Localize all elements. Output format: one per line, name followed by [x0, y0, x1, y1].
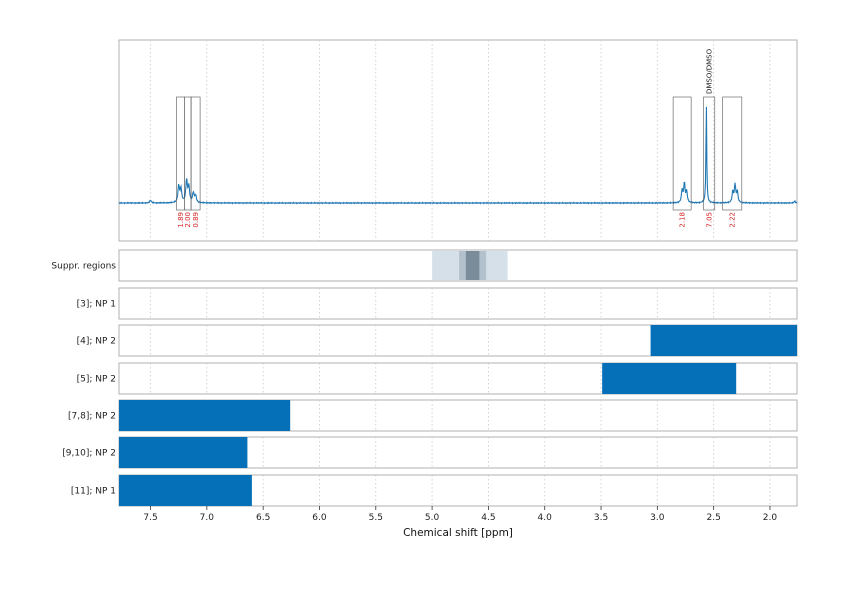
- track-row: [11]; NP 1: [71, 474, 798, 507]
- x-tick-label: 4.5: [481, 513, 495, 523]
- x-tick-label: 6.5: [256, 513, 270, 523]
- track-label: [7,8]; NP 2: [68, 412, 116, 422]
- integration-region-box: [190, 96, 201, 211]
- x-tick-label: 7.5: [143, 513, 157, 523]
- x-tick-label: 5.0: [425, 513, 440, 523]
- track-interval-bar: [119, 400, 291, 431]
- integration-value-label: 0.89: [192, 212, 200, 228]
- track-interval-bar: [119, 475, 252, 506]
- suppressed-regions-label: Suppr. regions: [51, 262, 116, 272]
- integration-value-label: 7.05: [706, 212, 714, 228]
- integration-region-box: [722, 96, 743, 211]
- integration-value-label: 2.22: [729, 212, 737, 228]
- x-axis: 7.5 7.0 6.5 6.0 5.5 5.0 4.5 4.0 3.5 3.0 2.5 2.0: [143, 506, 777, 523]
- track-label: [5]; NP 2: [77, 375, 116, 385]
- track-row: [7,8]; NP 2: [68, 399, 798, 432]
- track-frame: [118, 287, 798, 320]
- track-label: [4]; NP 2: [77, 337, 116, 347]
- suppressed-regions-panel: Suppr. regions: [51, 249, 798, 282]
- track-row: [9,10]; NP 2: [62, 436, 798, 469]
- track-label: [3]; NP 1: [77, 300, 116, 310]
- suppressed-band: [465, 251, 480, 280]
- spectrum-frame: [118, 39, 798, 242]
- x-tick-label: 2.0: [763, 513, 778, 523]
- track-interval-bar: [650, 325, 797, 356]
- region-tracks: [3]; NP 1 [4]; NP 2 [5]; NP 2 [7,8]; NP 2 [9…: [62, 287, 798, 507]
- x-tick-label: 3.0: [650, 513, 665, 523]
- track-interval-bar: [602, 363, 737, 394]
- integration-value-label: 1.89: [177, 212, 185, 228]
- track-label: [9,10]; NP 2: [62, 449, 116, 459]
- x-tick-label: 5.5: [369, 513, 383, 523]
- integration-region-box: [672, 96, 692, 211]
- spectrum-panel: 1.89 2.00 0.89 2.18 7.05 2.22 DMSO/DMSO: [118, 39, 798, 242]
- x-tick-label: 2.5: [706, 513, 720, 523]
- solvent-label: DMSO/DMSO: [706, 48, 714, 94]
- track-row: [3]; NP 1: [77, 287, 798, 320]
- integration-value-label: 2.00: [184, 212, 192, 228]
- x-axis-title: Chemical shift [ppm]: [403, 527, 513, 539]
- x-tick-label: 7.0: [200, 513, 215, 523]
- x-tick-label: 4.0: [538, 513, 553, 523]
- integration-region-box: [703, 96, 716, 211]
- x-tick-label: 6.0: [312, 513, 327, 523]
- spectrum-trace: [118, 106, 798, 205]
- track-interval-bar: [119, 437, 248, 468]
- track-row: [4]; NP 2: [77, 324, 798, 357]
- x-tick-label: 3.5: [594, 513, 608, 523]
- integration-value-label: 2.18: [679, 212, 687, 228]
- track-label: [11]; NP 1: [71, 487, 116, 497]
- track-row: [5]; NP 2: [77, 362, 798, 395]
